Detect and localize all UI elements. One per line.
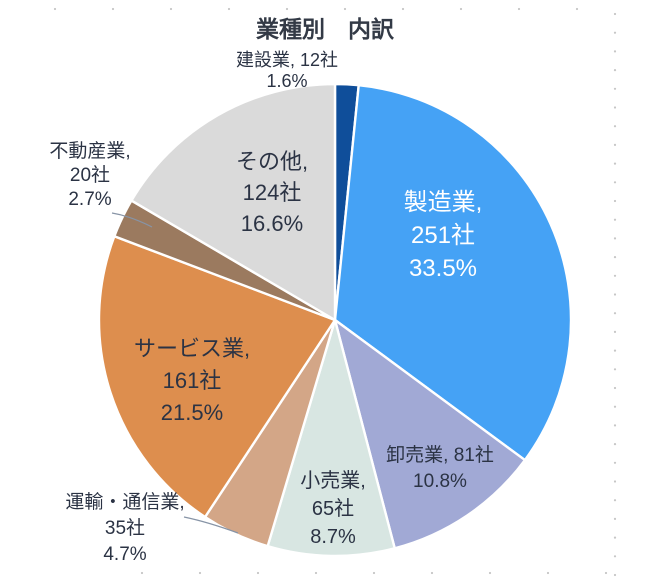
page-break-dot: [140, 571, 144, 575]
page-break-dot: [613, 461, 617, 464]
page-break-dot: [613, 50, 617, 53]
page-break-dot: [613, 237, 617, 240]
page-break-dot: [613, 405, 617, 408]
page-break-dot: [256, 571, 260, 575]
page-break-dot: [613, 480, 617, 483]
page-break-dot: [613, 386, 617, 390]
pie-slice-other: [130, 82, 337, 322]
page-break-dot: [604, 571, 608, 575]
page-break-dot: [285, 7, 289, 11]
page-break-dot: [459, 7, 463, 11]
page-break-dot: [343, 7, 347, 11]
label-wholesale: 卸売業, 81社 10.8%: [386, 443, 494, 495]
label-construction-line1: 建設業, 12社: [235, 50, 339, 70]
page-break-dot: [372, 571, 376, 575]
label-realestate: 不動産業, 20社 2.7%: [49, 140, 130, 212]
label-transport-line1: 運輸・通信業,: [65, 492, 185, 513]
page-break-dot: [613, 12, 617, 16]
label-other-line3: 16.6%: [240, 211, 304, 236]
label-other: その他, 124社 16.6%: [236, 146, 308, 239]
page-break-dot: [613, 573, 617, 577]
label-realestate-line3: 2.7%: [68, 189, 112, 210]
label-transport-line2: 35社: [104, 518, 146, 539]
page-break-dot: [613, 424, 617, 427]
page-break-dot: [488, 571, 492, 575]
page-break-dot: [613, 443, 617, 446]
label-manufacturing-line1: 製造業,: [403, 189, 483, 216]
label-retail: 小売業, 65社 8.7%: [300, 467, 366, 551]
page-break-dot: [227, 7, 231, 11]
page-break-dot: [613, 312, 617, 315]
page-break-dot: [198, 571, 202, 575]
page-break-dot: [613, 87, 617, 90]
pie-slice-manufacturing: [333, 83, 573, 462]
page-break-dot: [613, 69, 617, 72]
page-break-dot: [613, 125, 617, 128]
label-construction-line2: 1.6%: [266, 71, 308, 91]
page-break-dot: [613, 293, 617, 296]
label-manufacturing: 製造業, 251社 33.5%: [404, 186, 483, 285]
label-retail-line2: 65社: [311, 498, 355, 520]
label-manufacturing-line3: 33.5%: [408, 255, 478, 282]
page-break-dot: [430, 571, 434, 575]
pie-slice-retail: [266, 318, 396, 558]
page-break-dot: [613, 256, 617, 259]
label-other-line1: その他,: [235, 149, 309, 174]
label-services-line1: サービス業,: [133, 336, 251, 361]
page-break-dot: [613, 162, 617, 165]
page-break-dot: [169, 7, 173, 11]
leader-line-transport: [183, 516, 239, 534]
page-break-dot: [613, 349, 617, 352]
label-realestate-line1: 不動産業,: [49, 141, 131, 162]
page-break-dot: [613, 368, 617, 371]
page-break-dot: [613, 31, 617, 34]
label-construction: 建設業, 12社 1.6%: [236, 50, 338, 92]
page-break-dot: [613, 181, 617, 184]
page-break-dot: [613, 536, 617, 539]
label-transport-clip: 運輸・通信業, 35社 4.7%: [40, 490, 210, 560]
label-services: サービス業, 161社 21.5%: [134, 333, 250, 429]
page-break-dot: [613, 199, 617, 203]
pie-slice-services: [97, 235, 337, 519]
label-transport: 運輸・通信業, 35社 4.7%: [40, 490, 210, 560]
label-wholesale-line1: 卸売業, 81社: [386, 445, 494, 466]
label-transport-line3: 4.7%: [103, 544, 147, 560]
chart-title: 業種別 内訳: [256, 16, 394, 42]
page-break-dot: [613, 517, 617, 521]
label-retail-line3: 8.7%: [310, 526, 356, 548]
pie-slice-wholesale: [333, 318, 527, 550]
page-break-dot: [613, 218, 617, 221]
page-break-dot: [401, 7, 405, 11]
leader-line-realestate: [111, 212, 153, 228]
page-break-dot: [613, 106, 617, 109]
label-retail-line1: 小売業,: [300, 470, 366, 492]
page-break-dot: [613, 330, 617, 333]
label-wholesale-line2: 10.8%: [413, 471, 467, 492]
label-manufacturing-line2: 251社: [410, 222, 476, 249]
label-realestate-line2: 20社: [69, 165, 111, 186]
page-break-dot: [613, 143, 617, 146]
label-other-line2: 124社: [242, 180, 302, 205]
page-break-dot: [613, 274, 617, 277]
page-break-dot: [613, 499, 617, 502]
page-break-dot: [546, 571, 550, 575]
page-break-dots: [53, 7, 617, 577]
page-break-dot: [111, 7, 115, 11]
page-break-dot: [314, 571, 318, 575]
page-break-dot: [517, 7, 521, 11]
pie-slices: [97, 82, 573, 558]
page-break-dot: [613, 555, 617, 558]
page-break-dot: [53, 7, 57, 11]
label-services-line3: 21.5%: [160, 400, 224, 425]
page-break-dot: [575, 7, 579, 11]
label-services-line2: 161社: [162, 368, 222, 393]
